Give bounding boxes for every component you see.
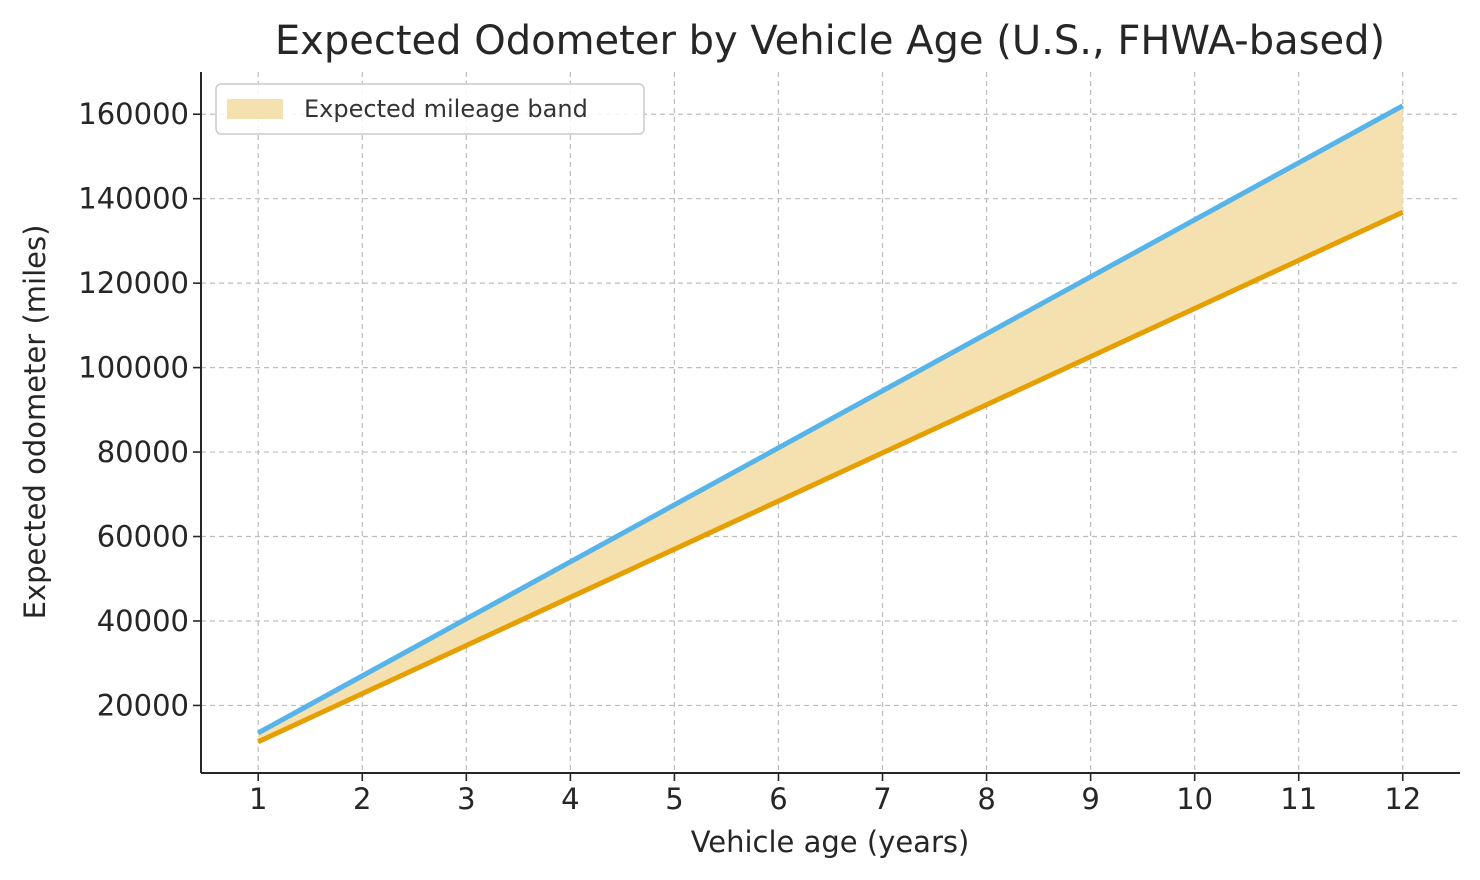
y-tick-label: 40000 bbox=[97, 604, 189, 638]
y-tick-label: 140000 bbox=[78, 182, 189, 216]
y-axis-label: Expected odometer (miles) bbox=[18, 225, 52, 620]
chart-title: Expected Odometer by Vehicle Age (U.S., … bbox=[275, 18, 1385, 64]
series-line-lower bbox=[257, 209, 1404, 745]
x-tick-label: 2 bbox=[353, 782, 371, 816]
lines-layer bbox=[257, 103, 1404, 745]
legend: Expected mileage band bbox=[215, 83, 645, 135]
x-tick-label: 4 bbox=[561, 782, 579, 816]
y-tick-label: 160000 bbox=[78, 97, 189, 131]
y-tick-label: 20000 bbox=[97, 688, 189, 722]
x-tick-label: 10 bbox=[1176, 782, 1213, 816]
y-tick-label: 120000 bbox=[78, 266, 189, 300]
y-tick-label: 60000 bbox=[97, 520, 189, 554]
x-ticks: 1 2 3 4 5 6 7 8 9 10 11 12 bbox=[249, 773, 1421, 816]
y-tick-label: 100000 bbox=[78, 351, 189, 385]
x-tick-label: 9 bbox=[1081, 782, 1099, 816]
x-tick-label: 1 bbox=[249, 782, 267, 816]
legend-label-band: Expected mileage band bbox=[304, 95, 588, 123]
series-line-upper bbox=[257, 103, 1404, 736]
x-axis-label: Vehicle age (years) bbox=[691, 825, 970, 859]
x-tick-label: 11 bbox=[1280, 782, 1317, 816]
legend-box bbox=[215, 83, 645, 135]
y-tick-label: 80000 bbox=[97, 435, 189, 469]
x-tick-label: 6 bbox=[769, 782, 787, 816]
x-tick-label: 5 bbox=[665, 782, 683, 816]
x-tick-label: 8 bbox=[977, 782, 995, 816]
y-ticks: 20000 40000 60000 80000 100000 120000 140000 16… bbox=[78, 97, 201, 722]
x-tick-label: 3 bbox=[457, 782, 475, 816]
x-tick-label: 7 bbox=[873, 782, 891, 816]
x-tick-label: 12 bbox=[1384, 782, 1421, 816]
legend-swatch-band bbox=[227, 99, 283, 119]
axes bbox=[200, 72, 1460, 774]
